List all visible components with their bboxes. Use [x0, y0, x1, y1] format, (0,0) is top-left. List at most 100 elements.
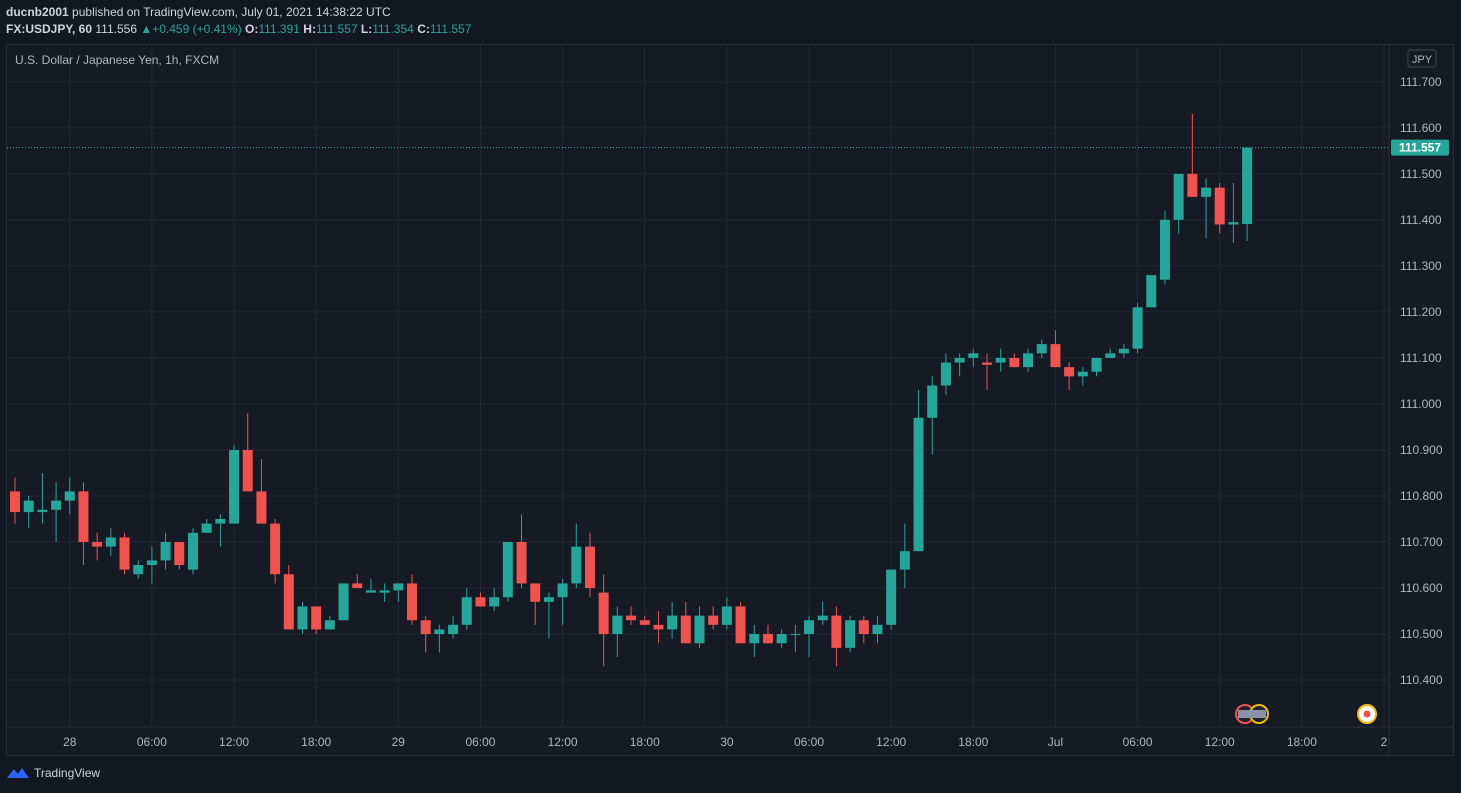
candle-body: [1159, 219, 1170, 280]
close-label: C:: [417, 22, 430, 36]
candle-body: [119, 537, 130, 570]
price-tick-label: 110.400: [1400, 673, 1443, 687]
candle-body: [735, 606, 746, 644]
candle-body: [133, 565, 144, 575]
candle-body: [1146, 275, 1157, 308]
time-tick-label: 18:00: [1287, 735, 1317, 749]
time-tick-label: 29: [392, 735, 406, 749]
candle-body: [1242, 147, 1253, 225]
candle-body: [899, 551, 910, 570]
candle-body: [201, 523, 212, 533]
change-up-icon: ▲: [140, 22, 153, 36]
candle-body: [639, 620, 650, 625]
candle-body: [1187, 173, 1198, 197]
candle-body: [407, 583, 418, 621]
candle-body: [804, 620, 815, 635]
flag-stripes-icon: [1238, 710, 1266, 718]
candle-body: [10, 491, 20, 513]
candle-body: [256, 491, 267, 524]
price-tick-label: 111.600: [1400, 121, 1442, 135]
price-tick-label: 110.700: [1400, 535, 1443, 549]
chart-title: U.S. Dollar / Japanese Yen, 1h, FXCM: [15, 53, 219, 67]
candle-body: [653, 624, 664, 630]
symbol-label: FX:USDJPY, 60: [6, 22, 93, 36]
candle-body: [160, 542, 171, 561]
candle-body: [598, 592, 609, 635]
candle-body: [886, 569, 897, 625]
candle-body: [831, 615, 842, 648]
candle-body: [37, 509, 48, 513]
candle-body: [448, 624, 459, 635]
candle-body: [461, 597, 472, 625]
candle-body: [1050, 344, 1061, 368]
candle-body: [530, 583, 541, 602]
candle-body: [954, 357, 965, 363]
change-value: +0.459 (+0.41%): [152, 22, 242, 36]
author-name[interactable]: ducnb2001: [6, 5, 69, 19]
candle-body: [489, 597, 500, 607]
price-tick-label: 110.500: [1400, 627, 1443, 641]
candle-body: [995, 357, 1006, 363]
close-value: 111.557: [429, 22, 472, 36]
low-value: 111.354: [372, 22, 414, 36]
candle-body: [680, 615, 691, 644]
tradingview-logo[interactable]: TradingView: [6, 766, 100, 780]
candle-body: [420, 620, 431, 635]
price-tick-label: 111.200: [1400, 305, 1442, 319]
last-price-badge-label: 111.557: [1399, 141, 1441, 155]
candle-body: [626, 615, 637, 621]
candle-body: [270, 523, 281, 575]
candle-body: [1023, 353, 1034, 368]
publish-text: published on TradingView.com, July 01, 2…: [72, 5, 391, 19]
candle-body: [913, 417, 924, 552]
candle-body: [311, 606, 322, 630]
currency-box: [1407, 49, 1437, 68]
candle-body: [23, 500, 34, 513]
chart-panel[interactable]: [6, 44, 1454, 756]
price-tick-label: 110.900: [1400, 443, 1443, 457]
time-tick-label: 12:00: [548, 735, 578, 749]
candle-body: [434, 629, 445, 635]
time-tick-label: 28: [63, 735, 77, 749]
candle-body: [571, 546, 582, 584]
candle-body: [324, 620, 335, 630]
candle-body: [64, 491, 75, 501]
candle-body: [1173, 173, 1184, 220]
candle-body: [297, 606, 308, 630]
price-tick-label: 111.000: [1400, 397, 1442, 411]
candle-body: [242, 449, 253, 492]
candle-body: [584, 546, 595, 589]
candle-body: [557, 583, 568, 598]
candle-body: [1064, 367, 1075, 377]
candle-body: [708, 615, 719, 625]
last-price: 111.556: [95, 22, 137, 36]
candle-body: [146, 560, 157, 566]
candle-body: [516, 542, 527, 584]
candle-body: [749, 634, 760, 644]
price-tick-label: 111.700: [1400, 75, 1442, 89]
candle-body: [283, 574, 294, 630]
time-tick-label: 06:00: [1123, 735, 1153, 749]
candle-body: [694, 615, 705, 644]
time-tick-label: 06:00: [137, 735, 167, 749]
candle-body: [215, 518, 226, 524]
time-tick-label: Jul: [1048, 735, 1063, 749]
candle-body: [543, 597, 554, 602]
candle-body: [721, 606, 732, 625]
candle-body: [92, 542, 103, 547]
high-value: 111.557: [315, 22, 358, 36]
candle-body: [776, 634, 787, 644]
time-tick-label: 12:00: [1205, 735, 1235, 749]
candle-body: [872, 624, 883, 635]
price-tick-label: 111.400: [1400, 213, 1442, 227]
candle-body: [1036, 344, 1047, 354]
time-tick-label: 30: [720, 735, 734, 749]
candle-body: [1132, 307, 1143, 349]
currency-label: JPY: [1412, 54, 1433, 66]
candle-body: [393, 583, 404, 591]
candle-body: [229, 449, 240, 524]
candle-body: [1228, 222, 1239, 225]
time-tick-label: 12:00: [219, 735, 249, 749]
low-label: L:: [360, 22, 373, 36]
